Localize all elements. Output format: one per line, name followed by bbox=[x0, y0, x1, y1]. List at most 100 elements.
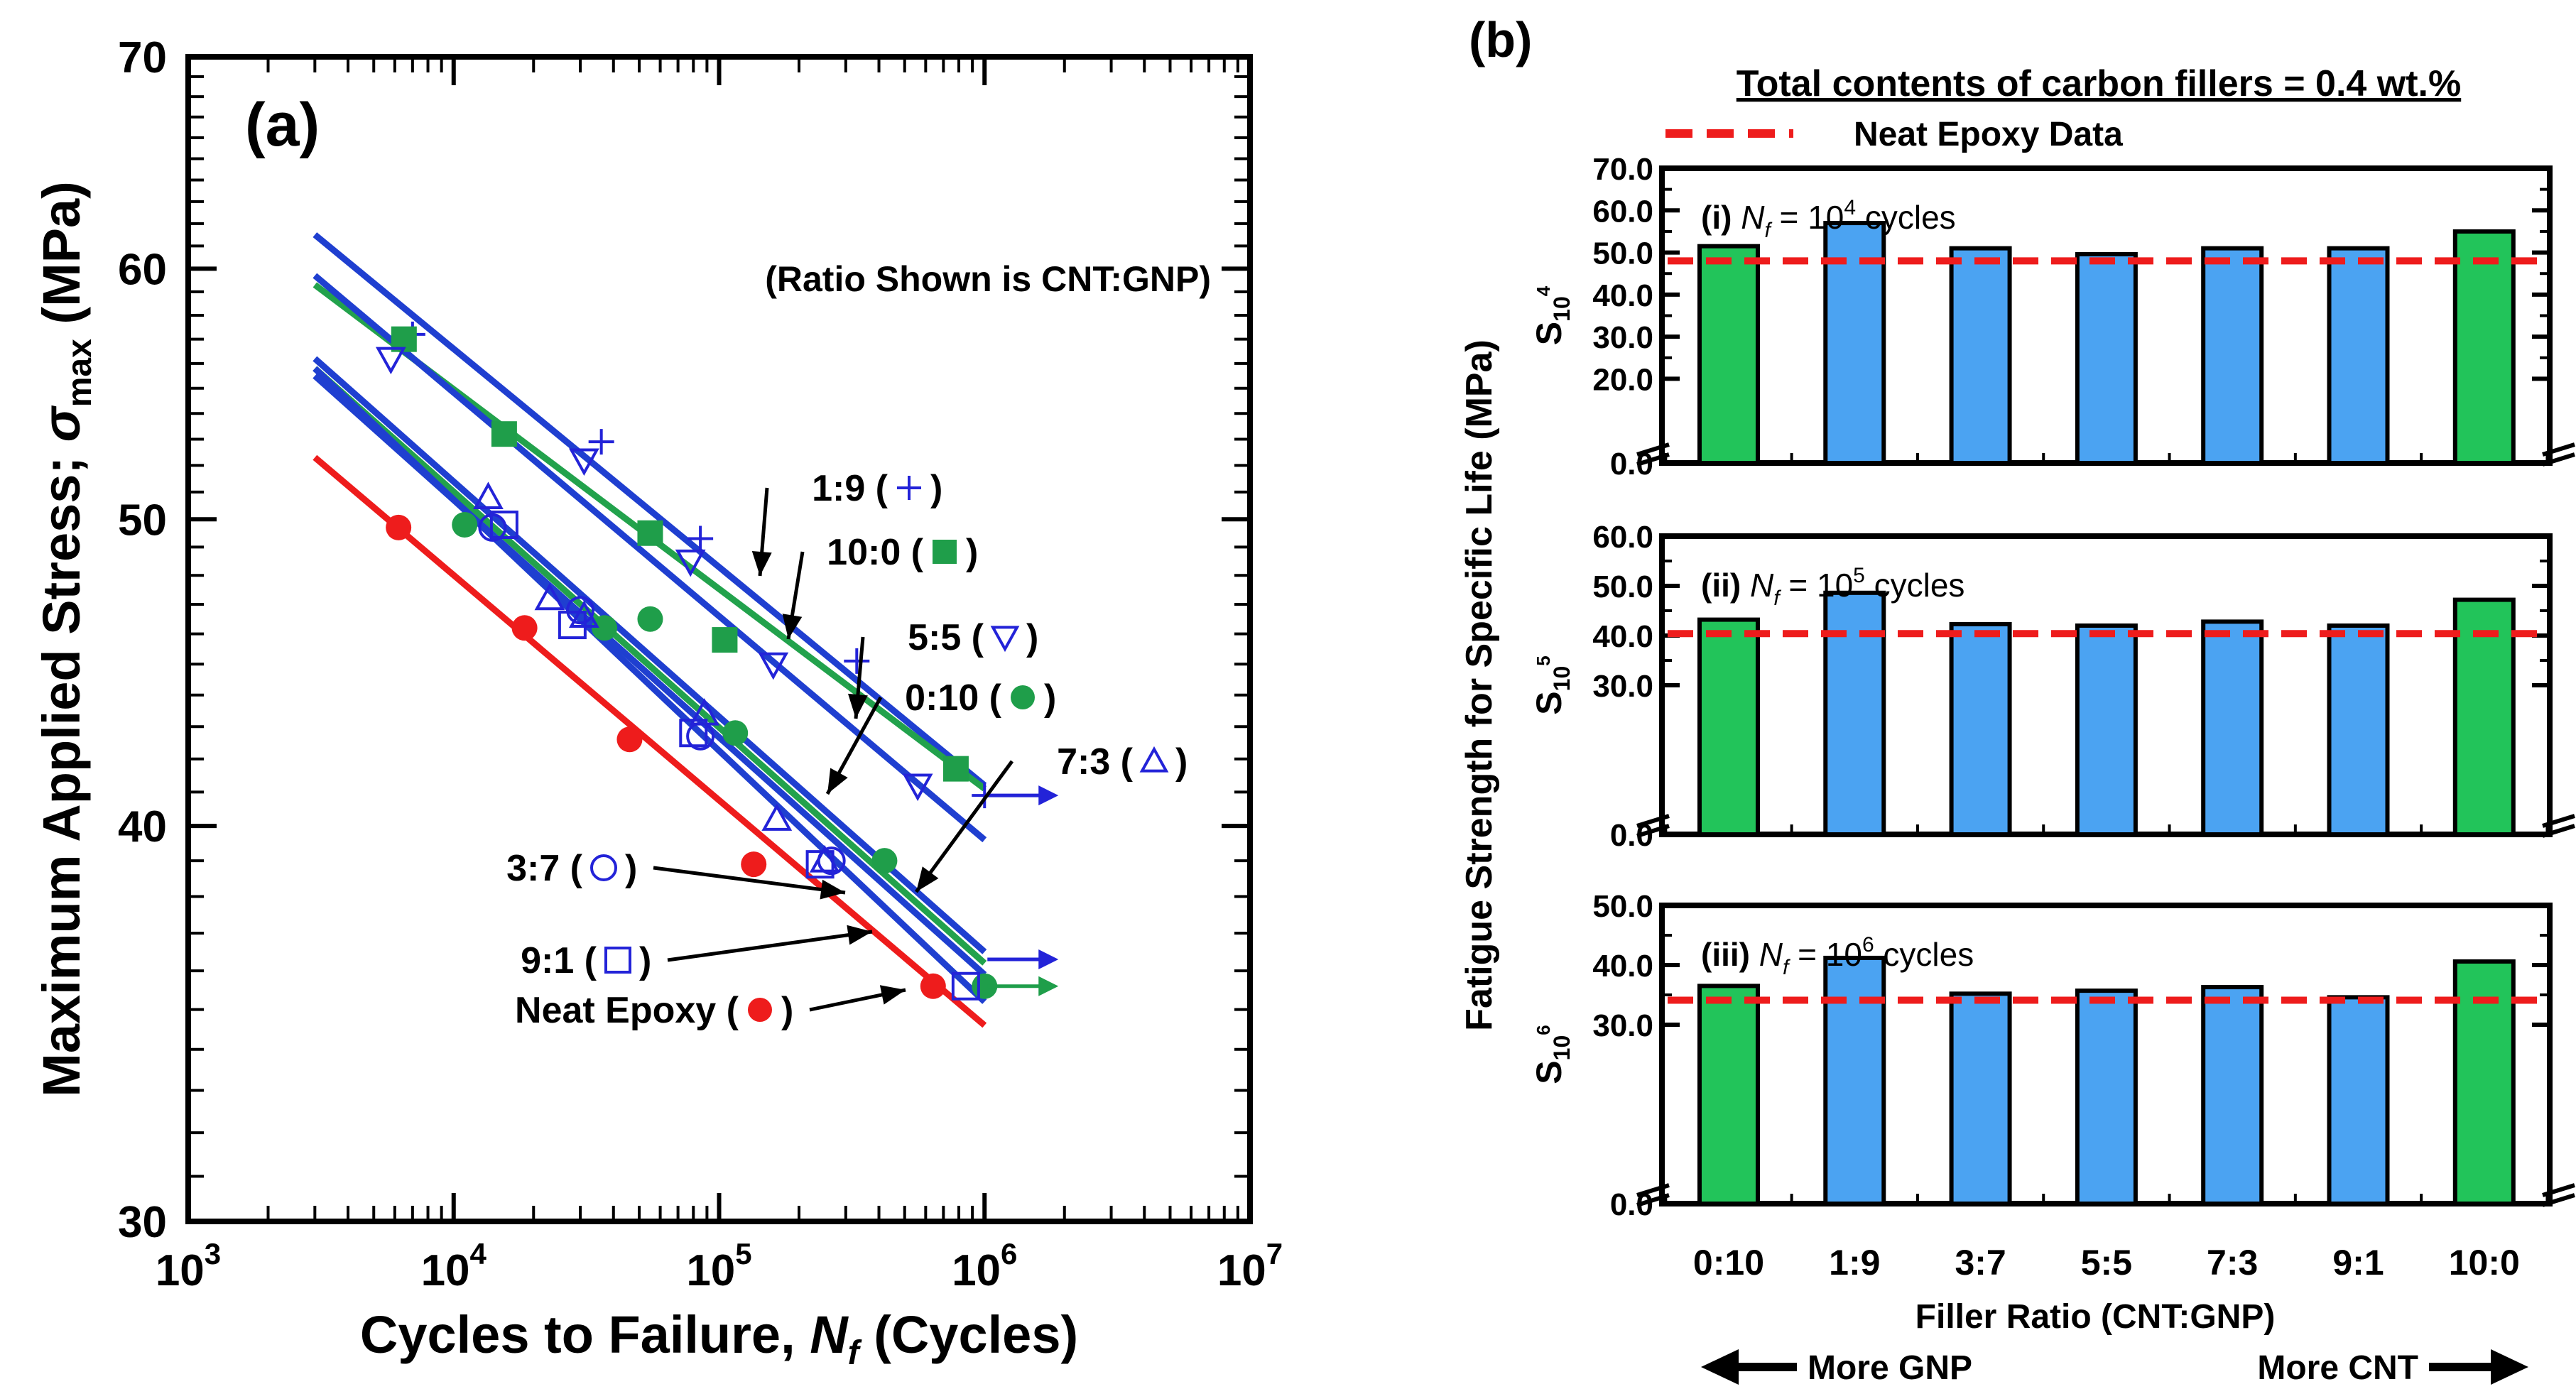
point-3-7 bbox=[686, 721, 715, 751]
point-1-9 bbox=[844, 648, 870, 674]
y-tick-label: 20.0 bbox=[1592, 362, 1653, 397]
fit-line-0-10 bbox=[313, 366, 987, 966]
point-10-0 bbox=[491, 421, 517, 447]
annotation-close-3-7: ) bbox=[625, 848, 637, 889]
subplot-label-1: (i) Nf = 104 cycles bbox=[1701, 196, 1956, 242]
category-label-0-10: 0:10 bbox=[1693, 1243, 1764, 1282]
legend-marker-9-1 bbox=[604, 947, 631, 974]
runout-arrowhead-1-9 bbox=[1038, 785, 1059, 806]
bar-5-5-subplot-3 bbox=[2075, 988, 2138, 1206]
y-tick-label: 60.0 bbox=[1592, 520, 1653, 555]
category-label-9-1: 9:1 bbox=[2332, 1243, 2384, 1282]
point-neat-epoxy bbox=[386, 514, 412, 540]
legend-neat-epoxy: Neat Epoxy Data bbox=[1854, 116, 2123, 153]
bar-1-9-subplot-2 bbox=[1823, 590, 1886, 837]
point-10-0 bbox=[637, 520, 663, 546]
annotation-close-5-5: ) bbox=[1026, 617, 1038, 658]
subplot-y-label-2: S105 bbox=[1529, 655, 1575, 714]
more-gnp-label: More GNP bbox=[1808, 1349, 1972, 1387]
annotation-10-0: 10:0 ( bbox=[827, 532, 924, 573]
bar-7-3-subplot-3 bbox=[2201, 985, 2264, 1206]
bar-7-3-subplot-1 bbox=[2201, 246, 2264, 465]
annotation-close-1-9: ) bbox=[930, 468, 942, 509]
bar-1-9-subplot-3 bbox=[1823, 955, 1886, 1206]
point-7-3 bbox=[761, 803, 793, 831]
category-label-3-7: 3:7 bbox=[1955, 1243, 2006, 1282]
annotation-close-10-0: ) bbox=[966, 532, 978, 573]
y-tick-label: 40.0 bbox=[1592, 949, 1653, 984]
point-10-0 bbox=[942, 756, 969, 782]
annotation-1-9: 1:9 ( bbox=[812, 468, 888, 509]
point-9-1 bbox=[489, 511, 518, 540]
bar-3-7-subplot-2 bbox=[1949, 621, 2012, 837]
y-tick-label: 50.0 bbox=[1592, 570, 1653, 604]
point-neat-epoxy bbox=[741, 851, 767, 878]
point-0-10 bbox=[722, 720, 749, 746]
axis-break-left bbox=[1636, 814, 1670, 838]
leader-arrowhead-3-7 bbox=[820, 879, 845, 900]
point-0-10 bbox=[452, 512, 478, 538]
subplot-y-label-1: S104 bbox=[1529, 285, 1575, 345]
fit-line-9-1 bbox=[313, 373, 987, 977]
subplot-y-label-3: S106 bbox=[1529, 1025, 1575, 1084]
legend-marker-3-7 bbox=[590, 854, 617, 881]
panel-b-x-axis-label: Filler Ratio (CNT:GNP) bbox=[1915, 1298, 2276, 1336]
point-10-0 bbox=[712, 627, 738, 653]
point-neat-epoxy bbox=[511, 615, 538, 641]
y-tick-label: 40 bbox=[118, 802, 167, 851]
point-9-1 bbox=[951, 971, 980, 1001]
bar-10-0-subplot-1 bbox=[2452, 229, 2516, 465]
runout-arrowhead-9-1 bbox=[1038, 949, 1059, 970]
point-1-9 bbox=[588, 429, 614, 455]
axis-break-left bbox=[1636, 442, 1670, 467]
category-label-5-5: 5:5 bbox=[2081, 1243, 2132, 1282]
annotation-9-1: 9:1 ( bbox=[521, 940, 597, 981]
y-tick-label: 30.0 bbox=[1592, 320, 1653, 355]
bar-3-7-subplot-1 bbox=[1949, 246, 2012, 465]
category-label-7-3: 7:3 bbox=[2207, 1243, 2258, 1282]
more-gnp-arrowhead bbox=[1701, 1349, 1739, 1385]
point-3-7 bbox=[566, 596, 595, 625]
point-0-10 bbox=[592, 615, 618, 641]
y-tick-label: 50.0 bbox=[1592, 889, 1653, 924]
point-9-1 bbox=[679, 719, 708, 748]
fit-line-7-3 bbox=[313, 356, 987, 954]
point-neat-epoxy bbox=[616, 726, 643, 753]
panel-label-a: (a) bbox=[245, 91, 320, 159]
y-tick-label: 30.0 bbox=[1592, 669, 1653, 704]
legend-marker-0-10 bbox=[1011, 685, 1035, 709]
bar-9-1-subplot-2 bbox=[2327, 623, 2390, 837]
legend-marker-5-5 bbox=[990, 626, 1020, 653]
y-tick-label: 50 bbox=[118, 496, 167, 545]
point-5-5 bbox=[568, 448, 599, 476]
annotation-close-7-3: ) bbox=[1175, 741, 1188, 783]
ratio-note: (Ratio Shown is CNT:GNP) bbox=[765, 259, 1211, 299]
leader-arrowhead-1-9 bbox=[751, 550, 772, 576]
y-tick-label: 50.0 bbox=[1592, 236, 1653, 271]
y-tick-label: 70.0 bbox=[1592, 152, 1653, 187]
point-9-1 bbox=[805, 850, 835, 879]
leader-line-7-3 bbox=[914, 760, 1014, 893]
more-cnt-arrowhead bbox=[2491, 1349, 2528, 1385]
annotation-close-neat-epoxy: ) bbox=[781, 990, 793, 1031]
leader-arrowhead-neat-epoxy bbox=[879, 985, 906, 1005]
bar-9-1-subplot-3 bbox=[2327, 995, 2390, 1206]
y-tick-label: 30 bbox=[118, 1198, 167, 1247]
fit-line-5-5 bbox=[313, 273, 987, 843]
annotation-neat-epoxy: Neat Epoxy ( bbox=[515, 990, 739, 1031]
y-tick-label: 60 bbox=[118, 245, 167, 294]
subplot-label-3: (iii) Nf = 106 cycles bbox=[1701, 933, 1974, 979]
subplot-label-2: (ii) Nf = 105 cycles bbox=[1701, 564, 1964, 610]
leader-arrowhead-5-5 bbox=[847, 693, 868, 719]
point-neat-epoxy bbox=[920, 973, 946, 999]
category-label-10-0: 10:0 bbox=[2449, 1243, 2520, 1282]
point-9-1 bbox=[558, 611, 587, 640]
point-0-10 bbox=[637, 606, 663, 632]
annotation-close-0-10: ) bbox=[1044, 677, 1056, 719]
panel-b-title: Total contents of carbon fillers = 0.4 w… bbox=[1737, 63, 2461, 104]
bar-3-7-subplot-3 bbox=[1949, 991, 2012, 1206]
bar-0-10-subplot-1 bbox=[1697, 244, 1760, 465]
legend-marker-1-9 bbox=[897, 476, 921, 500]
point-5-5 bbox=[758, 652, 789, 680]
category-label-1-9: 1:9 bbox=[1829, 1243, 1880, 1282]
